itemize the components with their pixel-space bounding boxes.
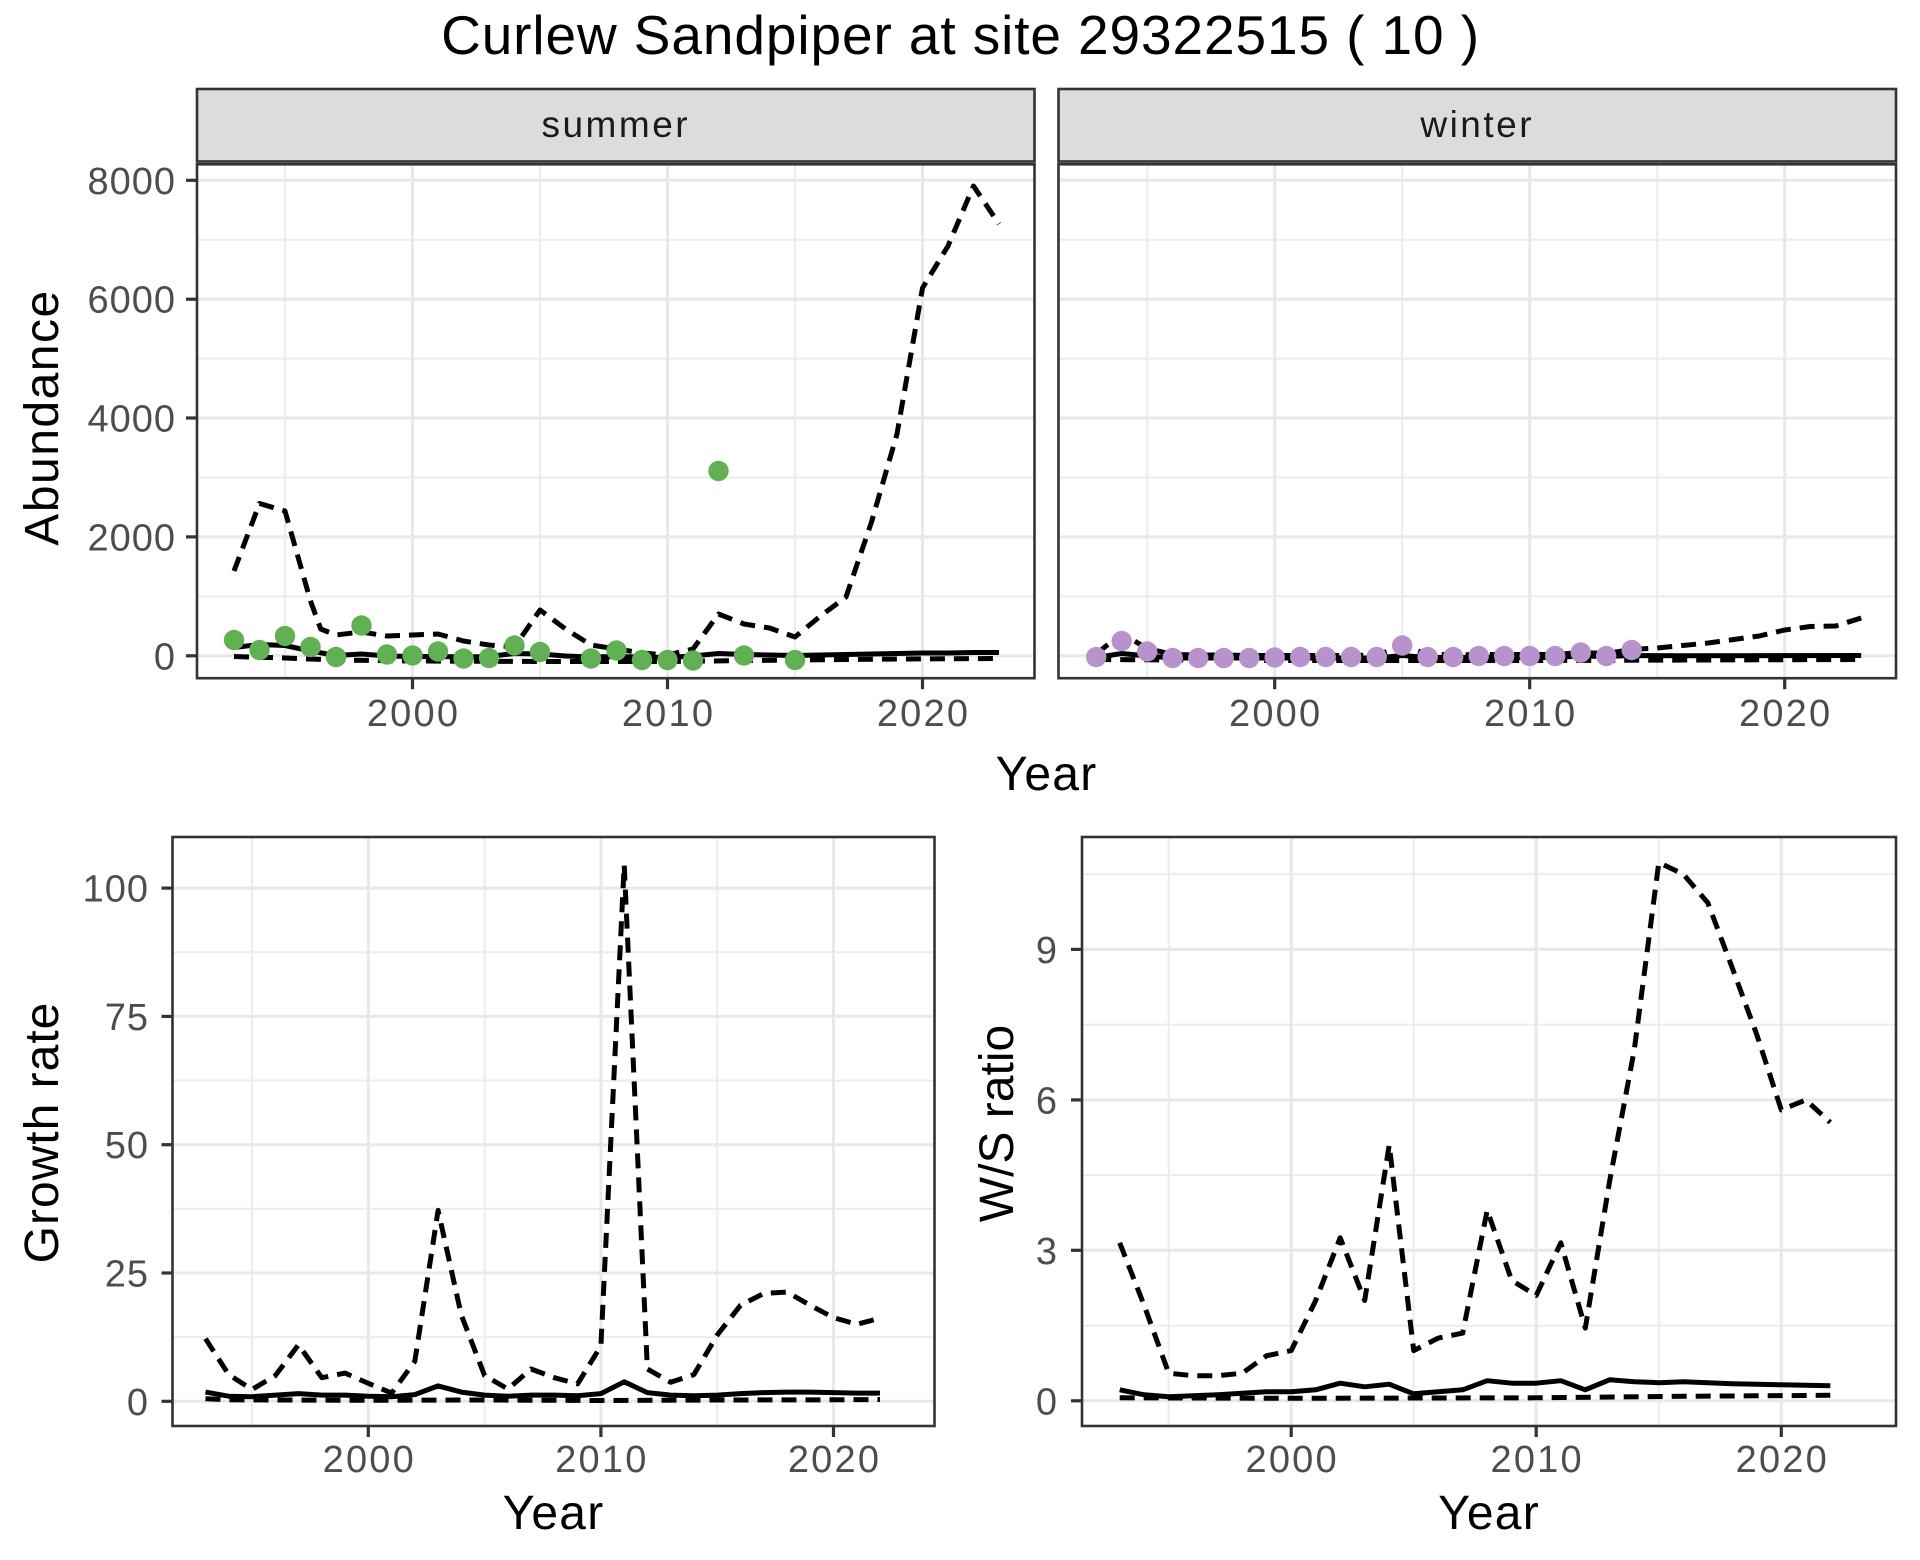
svg-text:2010: 2010 xyxy=(622,693,715,735)
svg-text:Year: Year xyxy=(503,1487,605,1540)
svg-text:9: 9 xyxy=(1036,930,1058,972)
svg-text:6000: 6000 xyxy=(87,280,176,322)
svg-text:3: 3 xyxy=(1036,1231,1058,1273)
svg-text:2000: 2000 xyxy=(1229,693,1322,735)
svg-text:2000: 2000 xyxy=(1246,1439,1339,1481)
svg-text:W/S ratio: W/S ratio xyxy=(971,1025,1024,1222)
svg-text:2020: 2020 xyxy=(877,693,970,735)
svg-text:2020: 2020 xyxy=(1736,1439,1829,1481)
svg-text:Abundance: Abundance xyxy=(16,289,69,545)
svg-text:50: 50 xyxy=(105,1125,149,1167)
svg-text:8000: 8000 xyxy=(87,161,176,203)
svg-text:75: 75 xyxy=(105,997,149,1039)
svg-text:0: 0 xyxy=(154,636,176,678)
svg-text:2000: 2000 xyxy=(87,517,176,559)
svg-text:summer: summer xyxy=(541,104,690,145)
svg-text:2020: 2020 xyxy=(1739,693,1832,735)
svg-text:25: 25 xyxy=(105,1254,149,1296)
svg-text:Year: Year xyxy=(1438,1487,1540,1540)
svg-text:Growth rate: Growth rate xyxy=(16,1002,69,1264)
svg-text:6: 6 xyxy=(1036,1080,1058,1122)
svg-text:Year: Year xyxy=(996,748,1098,801)
svg-text:2020: 2020 xyxy=(788,1439,881,1481)
svg-text:2000: 2000 xyxy=(367,693,460,735)
svg-text:2010: 2010 xyxy=(1491,1439,1584,1481)
svg-text:Curlew Sandpiper at site 29322: Curlew Sandpiper at site 29322515 ( 10 ) xyxy=(441,4,1480,66)
svg-text:2010: 2010 xyxy=(555,1439,648,1481)
svg-text:2010: 2010 xyxy=(1484,693,1577,735)
svg-text:winter: winter xyxy=(1419,104,1534,145)
svg-text:0: 0 xyxy=(1036,1381,1058,1423)
svg-text:4000: 4000 xyxy=(87,399,176,441)
svg-text:2000: 2000 xyxy=(323,1439,416,1481)
svg-text:100: 100 xyxy=(83,869,149,911)
svg-text:0: 0 xyxy=(127,1382,149,1424)
